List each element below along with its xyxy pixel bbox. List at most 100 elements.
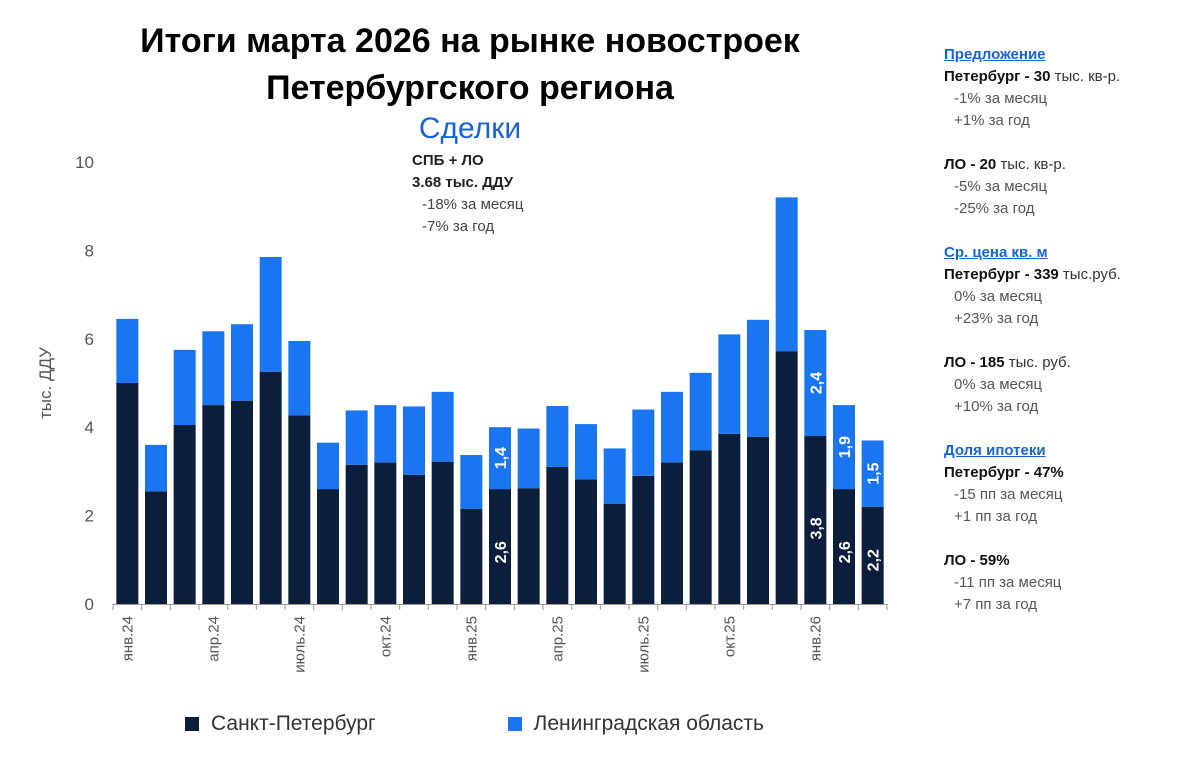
legend-swatch-spb — [185, 717, 199, 731]
mortgage-lo-label: ЛО - 59% — [944, 552, 1010, 569]
price-lo-label: ЛО - 185 — [944, 354, 1005, 371]
mortgage-lo-mom: -11 пп за месяц — [954, 574, 1062, 591]
bar-spb — [661, 462, 683, 604]
bar-lo — [374, 405, 397, 463]
bar-spb — [632, 475, 655, 604]
bar-lo — [288, 341, 311, 416]
bar-spb — [431, 461, 454, 604]
legend-swatch-lo — [507, 717, 522, 731]
data-label: 1,9 — [837, 436, 854, 458]
bar-lo — [689, 372, 712, 451]
bar-lo — [489, 427, 511, 490]
bar-spb — [374, 462, 397, 604]
data-label: 1,4 — [493, 447, 510, 469]
y-tick-label: 10 — [75, 153, 94, 172]
bar-lo — [116, 318, 139, 383]
bar-lo — [460, 455, 483, 509]
bar-spb — [804, 436, 827, 604]
data-label: 1,5 — [866, 462, 883, 484]
bar-spb — [231, 400, 253, 604]
price-lo-mom: 0% за месяц — [954, 376, 1043, 393]
y-tick-label: 6 — [85, 330, 94, 349]
price-spb-mom: 0% за месяц — [954, 288, 1043, 305]
supply-lo-mom: -5% за месяц — [954, 178, 1048, 195]
bar-spb — [833, 489, 855, 604]
bar-lo — [317, 442, 339, 490]
y-tick-label: 8 — [85, 241, 94, 260]
x-tick-label: апр.24 — [205, 616, 222, 662]
bar-spb — [116, 383, 139, 604]
bar-spb — [288, 415, 311, 604]
supply-spb-yoy: +1% за год — [954, 112, 1030, 129]
data-label: 3,8 — [808, 517, 825, 539]
data-label: 2,4 — [808, 372, 825, 394]
bar-lo — [173, 349, 196, 425]
bar-spb — [546, 466, 569, 604]
y-axis-title: тыс. ДДУ — [36, 347, 55, 419]
price-lo-yoy: +10% за год — [954, 398, 1039, 415]
supply-spb-unit: тыс. кв-р. — [1050, 68, 1121, 85]
data-label: 2,6 — [493, 541, 510, 563]
chart-subtitle: Сделки — [418, 112, 522, 145]
legend-label-lo: Ленинградская область — [533, 712, 764, 735]
chart-legend: Санкт-Петербург Ленинградская область — [185, 712, 890, 737]
bar-spb — [403, 474, 425, 604]
bar-lo — [231, 324, 253, 401]
y-tick-label: 0 — [85, 595, 94, 614]
price-heading[interactable]: Ср. цена кв. м — [944, 244, 1048, 261]
supply-spb-mom: -1% за месяц — [954, 90, 1048, 107]
bar-lo — [833, 405, 855, 490]
x-tick-label: янв.25 — [463, 616, 480, 661]
x-tick-label: июль.25 — [635, 616, 652, 673]
summary-yoy: -7% за год — [422, 218, 495, 235]
bar-spb — [747, 436, 769, 604]
deals-chart: 0 2 4 6 8 10 тыс. ДДУ янв.24 апр.24 июль.24 окт.24… — [36, 153, 888, 673]
bar-lo — [345, 410, 368, 465]
mortgage-spb-label: Петербург - 47% — [944, 464, 1064, 481]
bar-spb — [861, 506, 884, 604]
x-tick-label: окт.24 — [377, 616, 394, 657]
supply-lo-yoy: -25% за год — [954, 200, 1035, 217]
summary-unit: тыс. ДДУ — [441, 174, 514, 191]
legend-label-spb: Санкт-Петербург — [211, 712, 376, 735]
supply-spb-label: Петербург - 30 — [944, 68, 1051, 85]
bar-spb — [173, 424, 196, 604]
bar-lo — [861, 440, 884, 507]
legend-item-spb[interactable]: Санкт-Петербург — [185, 712, 376, 736]
bar-spb — [603, 503, 626, 604]
bar-lo — [632, 409, 655, 476]
bar-spb — [775, 351, 798, 604]
bar-spb — [575, 479, 597, 604]
bar-lo — [603, 448, 626, 504]
bar-spb — [517, 488, 540, 604]
chart-title: Итоги марта 2026 на рынке новостроек Пет… — [100, 18, 840, 112]
bar-lo — [661, 391, 683, 463]
data-label: 2,2 — [866, 549, 883, 571]
summary-note: СПБ + ЛО 3.68 тыс. ДДУ -18% за месяц -7%… — [412, 150, 523, 238]
bar-lo — [202, 331, 225, 406]
bar-lo — [775, 197, 798, 352]
bar-lo — [431, 391, 454, 462]
price-lo-unit: тыс. руб. — [1004, 354, 1071, 371]
bar-spb — [317, 489, 339, 604]
mortgage-spb-mom: -15 пп за месяц — [954, 486, 1063, 503]
summary-mom: -18% за месяц — [422, 196, 524, 213]
summary-value: 3.68 — [412, 174, 442, 191]
price-spb-label: Петербург - 339 — [944, 266, 1059, 283]
y-tick-label: 4 — [85, 418, 94, 437]
mortgage-heading[interactable]: Доля ипотеки — [944, 442, 1046, 459]
title-line-2: Петербургского региона — [266, 69, 674, 107]
bar-spb — [718, 433, 741, 604]
summary-label: СПБ + ЛО — [412, 152, 484, 169]
price-spb-unit: тыс.руб. — [1058, 266, 1121, 283]
bar-spb — [489, 489, 511, 604]
supply-heading[interactable]: Предложение — [944, 46, 1046, 63]
bar-lo — [145, 444, 167, 492]
mortgage-lo-yoy: +7 пп за год — [954, 596, 1037, 613]
bar-lo — [259, 257, 282, 372]
legend-item-lo[interactable]: Ленинградская область — [507, 712, 764, 736]
bar-lo — [517, 428, 540, 489]
price-spb-yoy: +23% за год — [954, 310, 1039, 327]
x-tick-label: апр.25 — [549, 616, 566, 662]
x-tick-label: янв.24 — [119, 616, 136, 661]
